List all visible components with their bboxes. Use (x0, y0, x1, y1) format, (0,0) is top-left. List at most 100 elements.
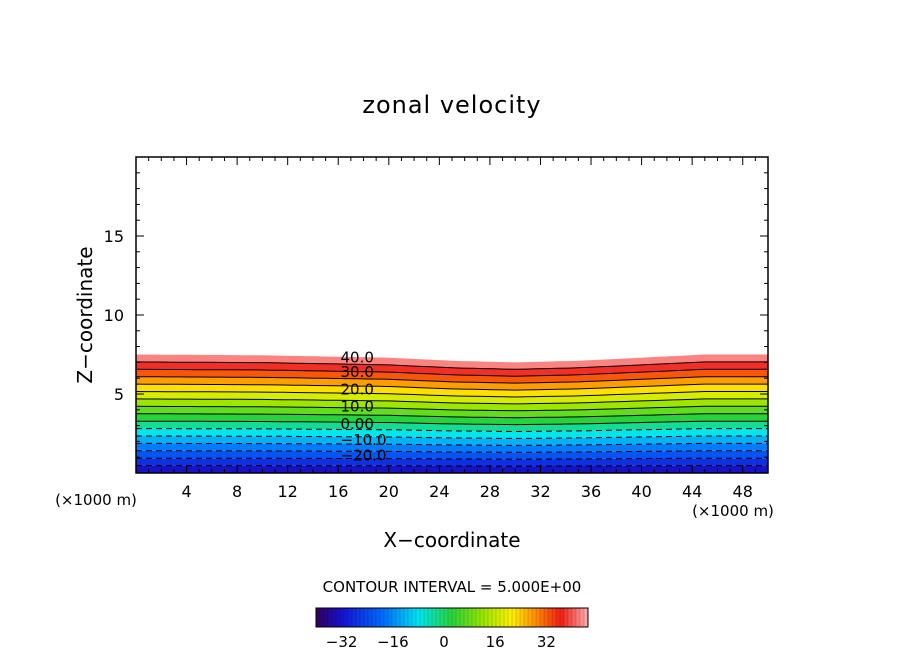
colorbar-swatch (536, 608, 541, 627)
contour-line (136, 413, 768, 419)
x-tick-label: 24 (429, 482, 449, 501)
contour-label-layer: 40.030.020.010.00.00−10.0−20.0 (340, 349, 386, 465)
x-tick-label: 16 (328, 482, 348, 501)
colorbar-swatch (400, 608, 405, 627)
x-tick-label: 44 (682, 482, 702, 501)
y-tick-label: 10 (104, 306, 124, 325)
colorbar-swatch (552, 608, 557, 627)
colorbar-swatch (556, 608, 561, 627)
colorbar-swatch (456, 608, 461, 627)
colorbar-swatch (544, 608, 549, 627)
colorbar-tick-label: 16 (486, 633, 505, 651)
contour-band (136, 398, 768, 411)
contour-line (136, 428, 768, 433)
colorbar-swatch (440, 608, 445, 627)
contour-line (136, 391, 768, 398)
contour-band (136, 384, 768, 397)
contour-line (136, 420, 768, 426)
contour-band (136, 376, 768, 391)
x-tick-label: 20 (379, 482, 399, 501)
contour-band (136, 354, 768, 370)
contour-band (136, 428, 768, 439)
contour-band (136, 361, 768, 377)
x-axis-label: X−coordinate (383, 528, 520, 552)
contour-interval-text: CONTOUR INTERVAL = 5.000E+00 (323, 578, 582, 596)
contour-band (136, 391, 768, 404)
x-unit-left: (×1000 m) (55, 491, 137, 509)
colorbar-swatch (380, 608, 385, 627)
y-axis: 5 10 15 (104, 156, 768, 474)
contour-line-layer (136, 361, 768, 467)
colorbar-swatch (408, 608, 413, 627)
colorbar-tick-label: −32 (326, 633, 358, 651)
x-tick-label: 8 (232, 482, 242, 501)
colorbar-swatch (540, 608, 545, 627)
colorbar-swatch (480, 608, 485, 627)
colorbar-swatch (504, 608, 509, 627)
x-tick-label: 40 (631, 482, 651, 501)
colorbar-swatch (532, 608, 537, 627)
y-axis-label: Z−coordinate (73, 246, 97, 383)
colorbar-frame (315, 607, 589, 628)
colorbar-swatch (496, 608, 501, 627)
colorbar (315, 608, 589, 627)
colorbar-swatch (396, 608, 401, 627)
colorbar-swatch (448, 608, 453, 627)
colorbar-swatch (528, 608, 533, 627)
x-tick-label: 36 (581, 482, 601, 501)
colorbar-swatch (428, 608, 433, 627)
colorbar-swatch (316, 608, 321, 627)
colorbar-swatch (576, 608, 581, 627)
contour-line (136, 457, 768, 460)
colorbar-swatch (332, 608, 337, 627)
contour-line (136, 398, 768, 405)
colorbar-swatch (388, 608, 393, 627)
contour-line (136, 361, 768, 370)
colorbar-swatch (444, 608, 449, 627)
contour-line (136, 383, 768, 391)
colorbar-swatch (324, 608, 329, 627)
contour-line (136, 465, 768, 467)
colorbar-swatch (436, 608, 441, 627)
colorbar-swatch (368, 608, 373, 627)
colorbar-swatch (328, 608, 333, 627)
colorbar-swatch (492, 608, 497, 627)
x-tick-label: 48 (733, 482, 753, 501)
contour-label: 0.00 (340, 415, 373, 433)
colorbar-swatch (572, 608, 577, 627)
contour-line (136, 450, 768, 453)
colorbar-swatch (472, 608, 477, 627)
contour-label: 10.0 (340, 398, 373, 416)
contour-label: 20.0 (340, 380, 373, 398)
colorbar-swatch (356, 608, 361, 627)
colorbar-swatch (568, 608, 573, 627)
colorbar-swatch (432, 608, 437, 627)
colorbar-swatch (364, 608, 369, 627)
x-unit-right: (×1000 m) (692, 502, 774, 520)
colorbar-swatch (384, 608, 389, 627)
colorbar-swatch (512, 608, 517, 627)
colorbar-swatch (460, 608, 465, 627)
contour-band (136, 436, 768, 446)
colorbar-swatch (336, 608, 341, 627)
contour-line (136, 376, 768, 384)
contour-line (136, 368, 768, 377)
colorbar-swatch (376, 608, 381, 627)
colorbar-swatch (392, 608, 397, 627)
colorbar-tick-label: −16 (377, 633, 409, 651)
colorbar-swatch (580, 608, 585, 627)
y-tick-label: 15 (104, 227, 124, 246)
x-axis: 4 8 12 16 20 24 28 32 36 40 44 48 (135, 157, 769, 501)
colorbar-swatch (340, 608, 345, 627)
y-tick-label: 5 (114, 385, 124, 404)
colorbar-swatch (476, 608, 481, 627)
colorbar-swatch (520, 608, 525, 627)
colorbar-swatch (404, 608, 409, 627)
contour-label: 30.0 (340, 363, 373, 381)
colorbar-swatch (584, 608, 589, 627)
colorbar-swatch (548, 608, 553, 627)
contour-band (136, 458, 768, 467)
colorbar-tick-label: 32 (537, 633, 556, 651)
x-tick-label: 28 (480, 482, 500, 501)
colorbar-swatch (484, 608, 489, 627)
